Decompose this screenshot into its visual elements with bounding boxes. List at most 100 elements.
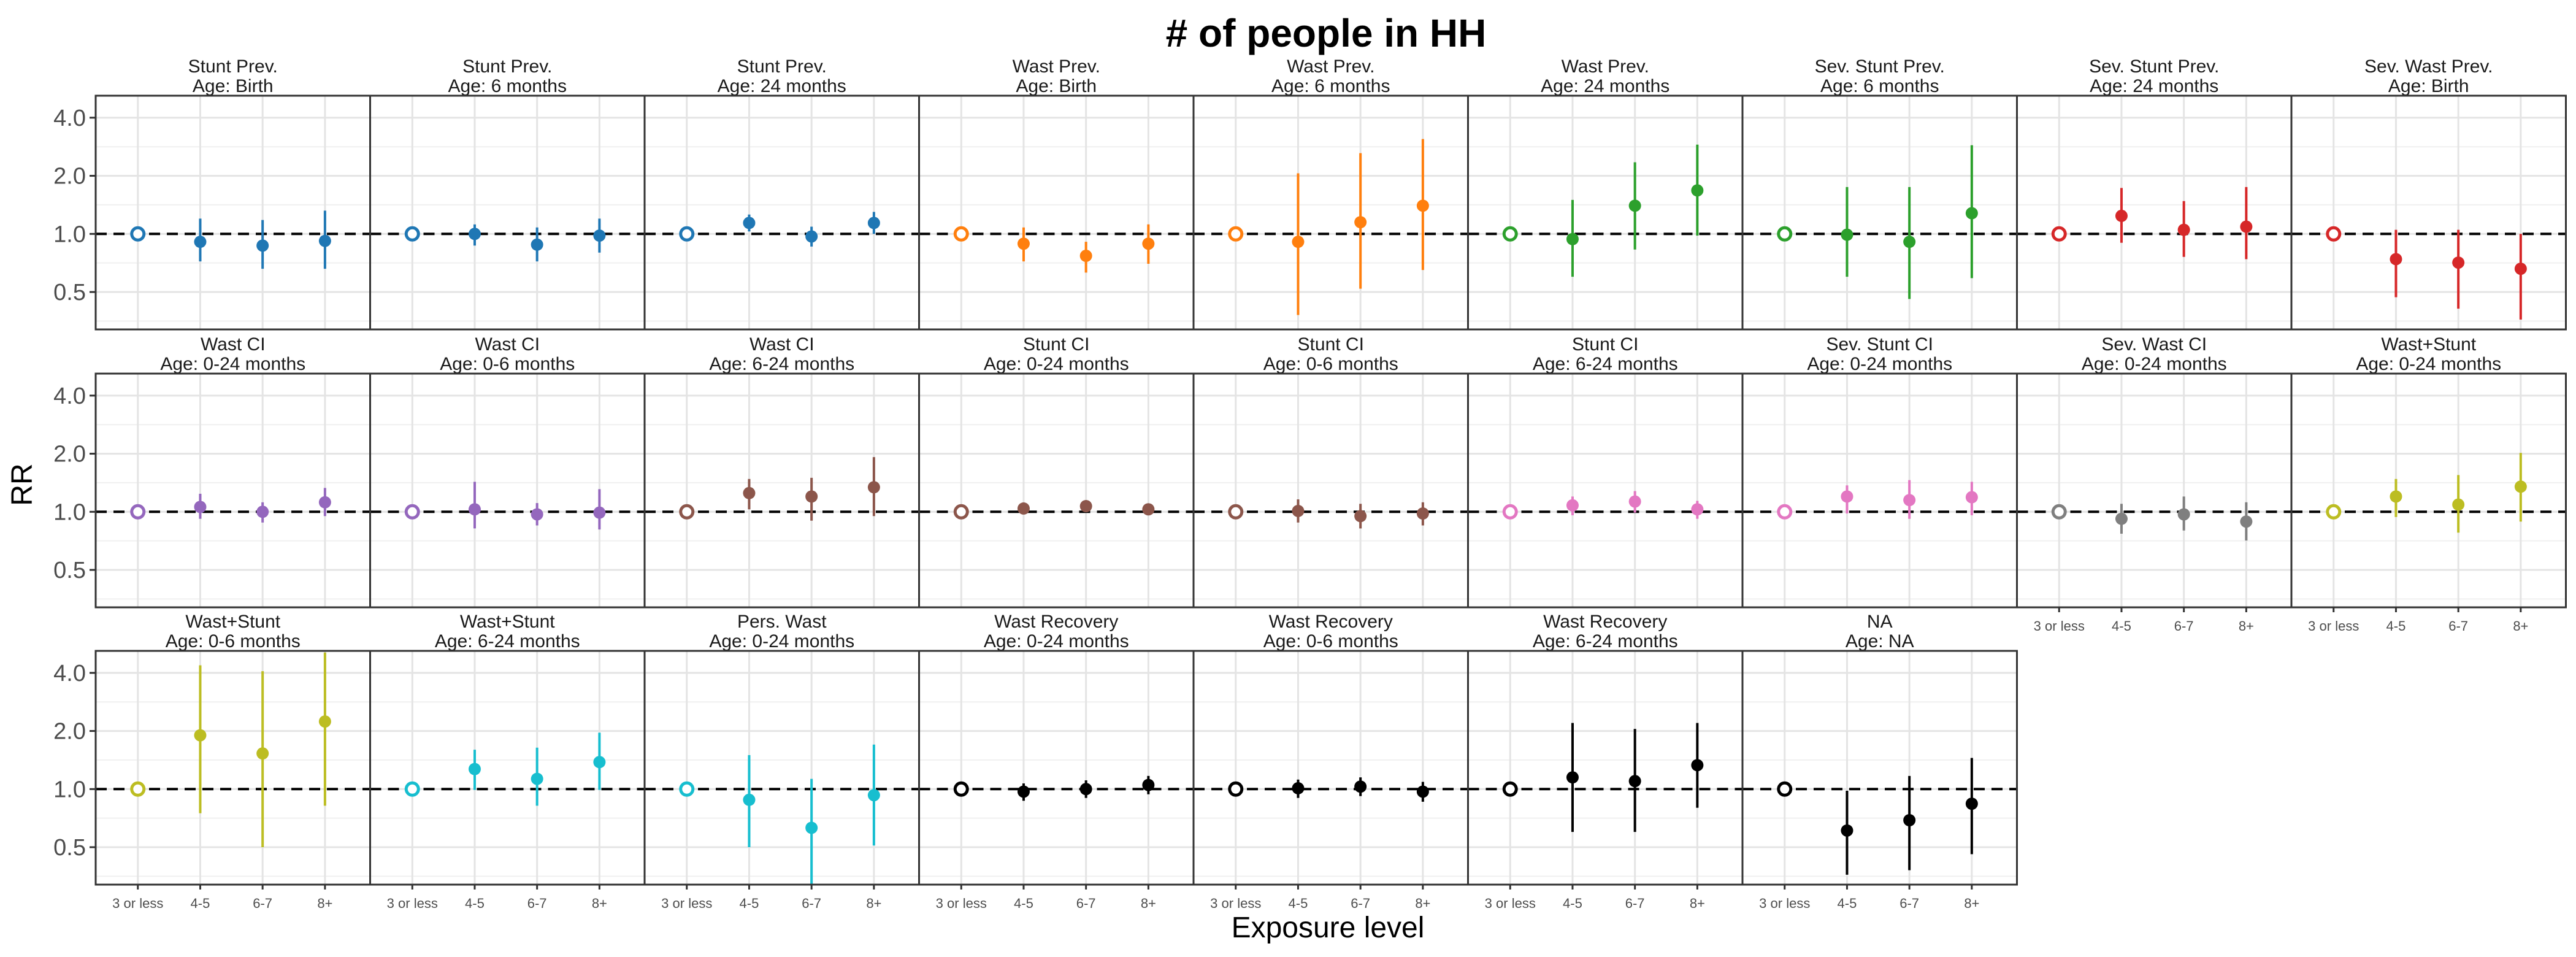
data-point <box>1079 783 1092 796</box>
x-tick-label: 6-7 <box>1076 896 1096 911</box>
data-point <box>2390 253 2402 266</box>
data-point <box>2514 263 2527 275</box>
reference-point <box>1777 504 1793 520</box>
x-tick-label: 3 or less <box>1210 896 1261 911</box>
data-point <box>256 239 269 252</box>
data-point <box>1903 236 1916 248</box>
panel-border <box>2290 372 2567 609</box>
data-point <box>1416 199 1429 212</box>
panel: Stunt Prev.Age: Birth 0.5 1.0 2.0 4.0 <box>53 56 371 331</box>
reference-point <box>2051 504 2067 520</box>
y-tick-label: 1.0 <box>53 499 86 525</box>
panel-title-outcome: Wast Recovery <box>994 612 1118 632</box>
data-point <box>468 228 481 240</box>
panel-border <box>918 372 1195 609</box>
panel-title-age: Age: 0-24 months <box>2356 354 2501 374</box>
panel-title-outcome: Wast+Stunt <box>185 612 280 632</box>
x-tick-label: 8+ <box>1415 896 1430 911</box>
panel: Sev. Wast Prev.Age: Birth <box>2290 56 2567 331</box>
x-tick-label: 6-7 <box>527 896 547 911</box>
x-tick-label: 3 or less <box>1759 896 1810 911</box>
data-point <box>2240 515 2253 528</box>
panel-title-outcome: Wast CI <box>475 334 540 355</box>
panel-title-outcome: Wast+Stunt <box>460 612 555 632</box>
data-point <box>318 234 331 247</box>
data-point <box>468 763 481 775</box>
x-tick-label: 4-5 <box>2112 618 2131 634</box>
panel-title-outcome: Wast Prev. <box>1562 56 1649 77</box>
panel-border <box>1192 650 1469 886</box>
panel-border <box>643 94 920 331</box>
panel-title-age: Age: NA <box>1846 631 1914 651</box>
y-tick-label: 2.0 <box>53 719 86 745</box>
panel: Sev. Stunt Prev.Age: 6 months <box>1741 56 2018 331</box>
panel-border <box>1467 94 1744 331</box>
x-tick-label: 6-7 <box>802 896 821 911</box>
x-tick-label: 4-5 <box>740 896 759 911</box>
panel: Wast Prev.Age: Birth <box>918 56 1195 331</box>
x-tick-label: 6-7 <box>2448 618 2468 634</box>
panel-title-age: Age: 6-24 months <box>709 354 854 374</box>
panel-border <box>369 94 646 331</box>
data-point <box>1628 495 1641 508</box>
data-point <box>1354 510 1367 523</box>
data-point <box>2390 490 2402 503</box>
y-axis-title: RR <box>6 463 39 505</box>
panel-title-age: Age: 24 months <box>1541 76 1669 96</box>
reference-point <box>2051 226 2067 242</box>
panel-border <box>369 372 646 609</box>
reference-point <box>404 226 420 242</box>
y-tick-label: 0.5 <box>53 835 86 861</box>
panel-title-age: Age: 0-24 months <box>1807 354 1952 374</box>
data-point <box>194 729 207 742</box>
reference-point <box>953 504 969 520</box>
data-point <box>805 230 818 243</box>
reference-point <box>404 504 420 520</box>
y-tick-label: 4.0 <box>53 383 86 409</box>
data-point <box>2177 508 2190 521</box>
reference-point <box>2326 226 2342 242</box>
y-tick-label: 1.0 <box>53 777 86 802</box>
data-point <box>256 505 269 518</box>
panel-title-age: Age: 0-24 months <box>709 631 854 651</box>
x-tick-label: 8+ <box>317 896 332 911</box>
x-tick-label: 4-5 <box>465 896 485 911</box>
y-tick-label: 4.0 <box>53 106 86 131</box>
panel: Wast Prev.Age: 24 months <box>1467 56 1744 331</box>
data-point <box>1628 775 1641 788</box>
x-tick-label: 3 or less <box>2034 618 2085 634</box>
panel-title-outcome: Stunt CI <box>1298 334 1364 355</box>
x-tick-label: 6-7 <box>253 896 272 911</box>
reference-point <box>2326 504 2342 520</box>
data-point <box>1628 199 1641 212</box>
data-point <box>1841 824 1853 837</box>
x-tick-label: 3 or less <box>936 896 987 911</box>
x-tick-label: 3 or less <box>2308 618 2359 634</box>
x-tick-label: 4-5 <box>1563 896 1582 911</box>
reference-point <box>953 781 969 797</box>
data-point <box>1142 503 1155 516</box>
panel-border <box>643 650 920 886</box>
data-point <box>1566 771 1579 784</box>
x-tick-label: 4-5 <box>191 896 210 911</box>
data-point <box>531 238 543 251</box>
panel: Wast Prev.Age: 6 months <box>1192 56 1469 331</box>
panel-title-outcome: NA <box>1867 612 1893 632</box>
data-point <box>743 486 756 499</box>
panel-title-age: Age: 6-24 months <box>1533 354 1678 374</box>
reference-point <box>130 781 146 797</box>
x-tick-label: 8+ <box>1690 896 1705 911</box>
data-point <box>1691 184 1704 197</box>
data-point <box>1142 778 1155 791</box>
panel-title-outcome: Wast CI <box>201 334 266 355</box>
data-point <box>2452 498 2465 511</box>
y-tick-label: 1.0 <box>53 221 86 247</box>
